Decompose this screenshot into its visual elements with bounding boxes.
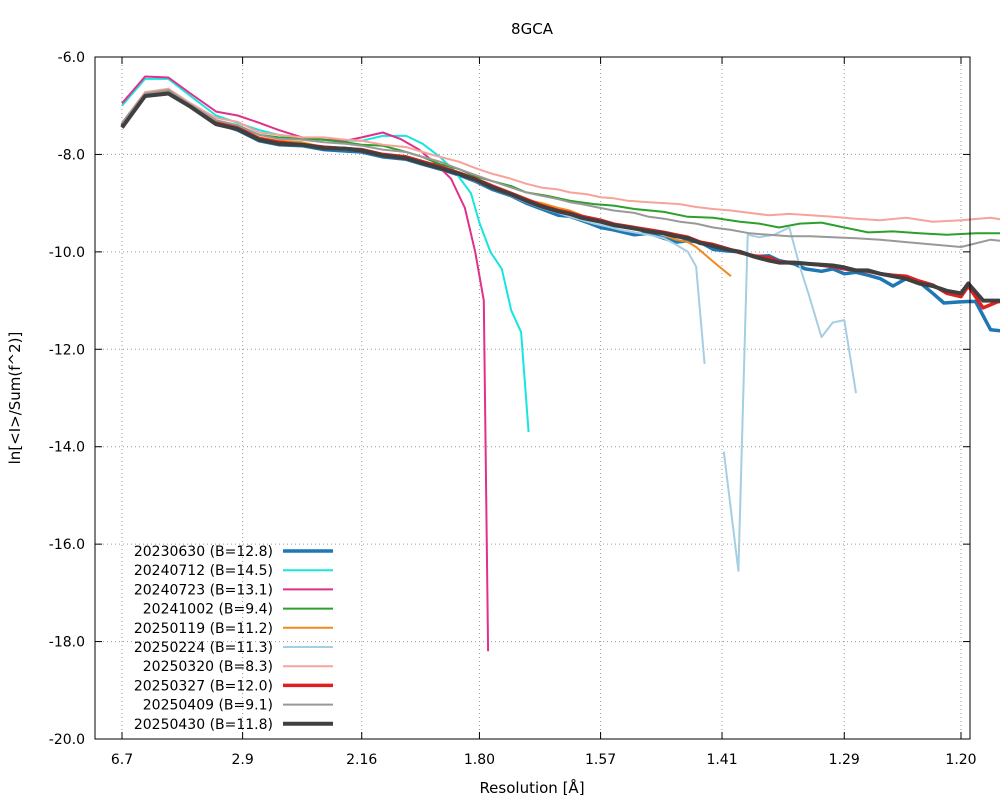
y-tick-label: -12.0	[49, 342, 85, 358]
series-line-20250409	[121, 89, 1000, 248]
legend-label-20250224: 20250224 (B=11.3)	[134, 640, 273, 656]
y-axis-label: ln[<I>/Sum(f^2)]	[6, 332, 24, 465]
y-tick-label: -16.0	[49, 537, 85, 553]
series-lines	[120, 75, 1000, 652]
legend: 20230630 (B=12.8) 20240712 (B=14.5) 202407…	[134, 544, 333, 733]
y-tick-label: -8.0	[58, 147, 85, 163]
chart-title: 8GCA	[511, 20, 554, 38]
x-tick-label: 1.29	[829, 752, 860, 768]
x-tick-label: 2.16	[346, 752, 377, 768]
y-tick-label: -18.0	[49, 635, 85, 651]
x-tick-label: 1.80	[464, 752, 495, 768]
axis-ticks: -6.0 -8.0 -10.0 -12.0 -14.0 -16.0 -18.0 -20.0 6.…	[49, 50, 977, 768]
series-line-20240712	[121, 77, 530, 433]
x-tick-label: 1.57	[585, 752, 616, 768]
legend-label-20250430: 20250430 (B=11.8)	[134, 717, 273, 733]
plot-frame	[94, 56, 971, 740]
x-tick-label: 1.20	[945, 752, 976, 768]
legend-label-20230630: 20230630 (B=12.8)	[134, 544, 273, 560]
legend-label-20240712: 20240712 (B=14.5)	[134, 563, 273, 579]
legend-label-20250327: 20250327 (B=12.0)	[134, 678, 273, 694]
series-line-20250224-segment	[722, 226, 857, 572]
y-tick-label: -20.0	[49, 732, 85, 748]
legend-label-20250320: 20250320 (B=8.3)	[143, 659, 273, 675]
legend-label-20241002: 20241002 (B=9.4)	[143, 602, 273, 618]
legend-label-20240723: 20240723 (B=13.1)	[134, 582, 273, 598]
y-tick-label: -10.0	[49, 245, 85, 261]
series-line-20250224	[121, 92, 706, 364]
y-tick-label: -14.0	[49, 440, 85, 456]
legend-label-20250119: 20250119 (B=11.2)	[134, 621, 273, 637]
y-tick-label: -6.0	[58, 50, 85, 66]
x-tick-label: 6.7	[111, 752, 133, 768]
x-tick-label: 1.41	[706, 752, 737, 768]
series-line-20250320	[121, 87, 1000, 223]
grid	[95, 57, 970, 739]
x-axis-label: Resolution [Å]	[479, 778, 584, 797]
series-line-20250430	[120, 91, 1000, 303]
x-tick-label: 2.9	[231, 752, 253, 768]
series-line-20241002	[121, 90, 1000, 236]
legend-label-20250409: 20250409 (B=9.1)	[143, 698, 273, 714]
